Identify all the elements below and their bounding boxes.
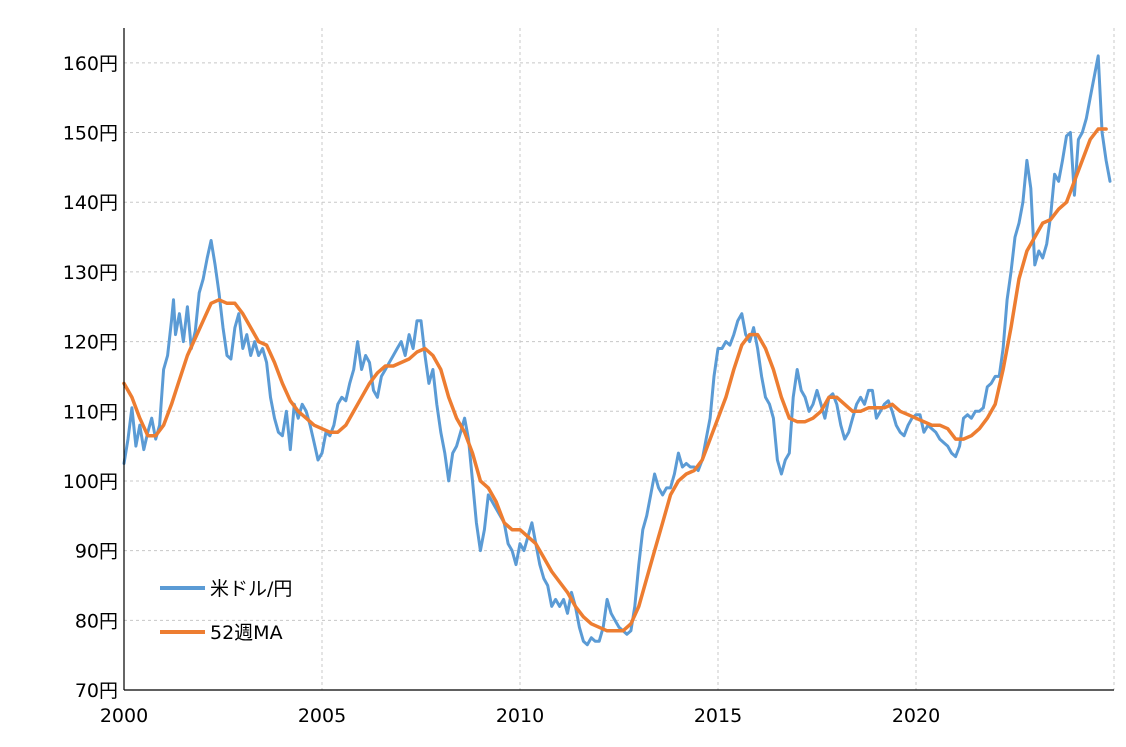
legend-label-ma52: 52週MA: [210, 622, 283, 644]
y-tick-label: 150円: [63, 123, 118, 145]
y-tick-label: 160円: [63, 53, 118, 75]
x-tick-label: 2000: [100, 705, 148, 727]
ma52-line: [122, 127, 1108, 633]
y-tick-label: 120円: [63, 332, 118, 354]
y-tick-label: 90円: [75, 541, 118, 563]
legend-label-usd-jpy: 米ドル/円: [210, 578, 292, 600]
y-tick-label: 110円: [63, 401, 118, 423]
x-tick-label: 2010: [496, 705, 544, 727]
y-tick-label: 130円: [63, 262, 118, 284]
y-tick-label: 140円: [63, 192, 118, 214]
y-tick-label: 70円: [75, 680, 118, 702]
tick-labels: 70円 80円 90円 100円 110円 120円 130円 140円 150円 160円 200…: [63, 53, 940, 727]
plot-area: [124, 28, 1114, 690]
usd-jpy-line: [122, 54, 1112, 647]
y-tick-label: 80円: [75, 610, 118, 632]
series-lines: [122, 54, 1112, 647]
y-tick-label: 100円: [63, 471, 118, 493]
x-tick-label: 2020: [892, 705, 940, 727]
axes: [123, 28, 1114, 691]
x-tick-label: 2015: [694, 705, 742, 727]
x-tick-label: 2005: [298, 705, 346, 727]
legend: 米ドル/円 52週MA: [160, 578, 292, 644]
